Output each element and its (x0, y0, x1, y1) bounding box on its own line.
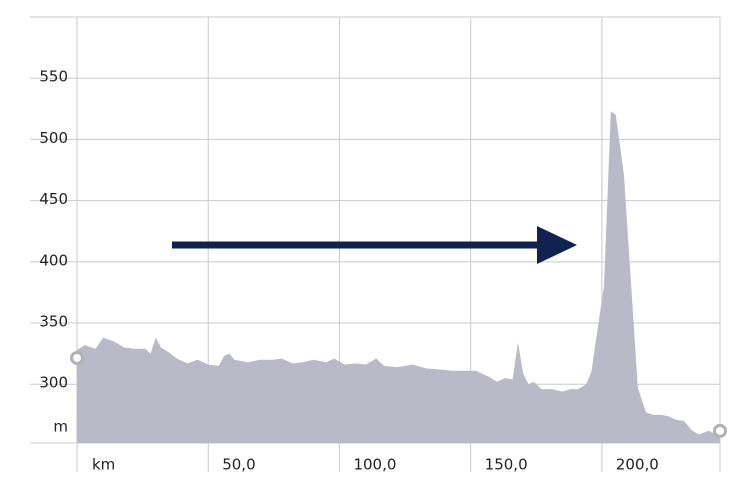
y-tick-label: 500 (39, 129, 68, 147)
y-tick-label: 300 (39, 374, 68, 392)
arrow-head (537, 226, 577, 264)
y-tick-label: 350 (39, 313, 68, 331)
x-tick-label: 100,0 (353, 456, 396, 474)
elevation-area (77, 111, 720, 444)
endpoint-marker (713, 423, 727, 438)
x-axis-label: km (92, 456, 115, 474)
y-tick-label: 450 (39, 190, 68, 208)
arrow (172, 226, 577, 264)
plot (70, 111, 727, 444)
x-tick-label: 50,0 (222, 456, 255, 474)
y-axis-label: m (53, 418, 68, 436)
x-tick-label: 150,0 (485, 456, 528, 474)
x-tick-label: 200,0 (616, 456, 659, 474)
y-tick-label: 550 (39, 68, 68, 86)
y-tick-label: 400 (39, 251, 68, 269)
endpoint-marker (70, 350, 84, 365)
